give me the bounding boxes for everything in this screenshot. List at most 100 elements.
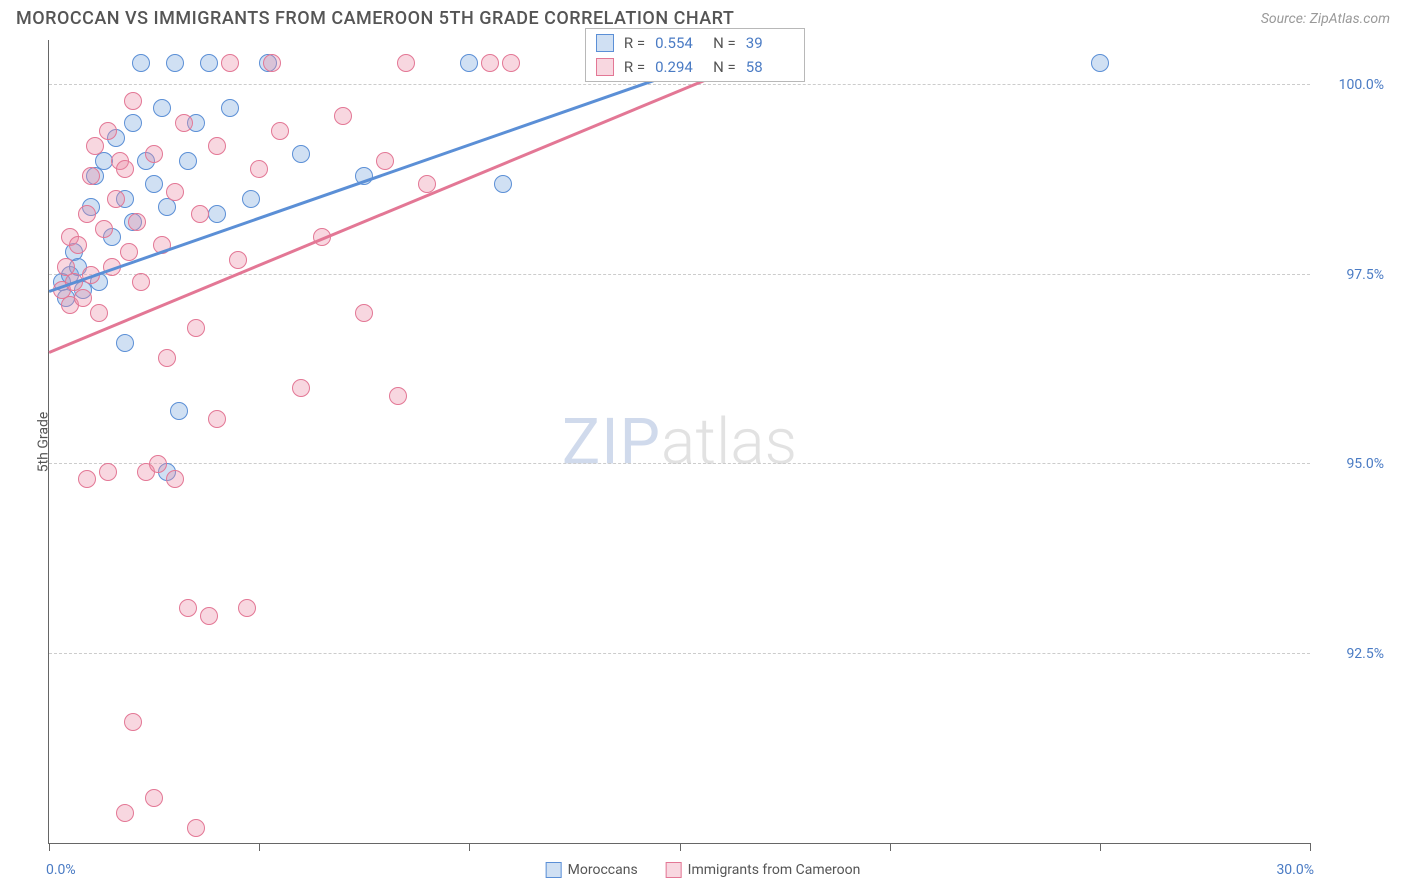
- y-tick-label: 92.5%: [1346, 646, 1384, 662]
- scatter-point-cameroon: [145, 789, 163, 807]
- scatter-point-cameroon: [175, 114, 193, 132]
- scatter-point-cameroon: [86, 137, 104, 155]
- scatter-point-cameroon: [128, 213, 146, 231]
- x-tick: [890, 843, 891, 851]
- stats-n-label: N =: [713, 34, 736, 52]
- x-axis-min-label: 0.0%: [46, 862, 76, 878]
- scatter-point-cameroon: [355, 304, 373, 322]
- stats-r-value: 0.554: [655, 34, 703, 52]
- scatter-point-cameroon: [187, 319, 205, 337]
- watermark: ZIPatlas: [562, 404, 797, 479]
- scatter-point-cameroon: [99, 463, 117, 481]
- scatter-point-cameroon: [263, 54, 281, 72]
- stats-n-label: N =: [713, 58, 736, 76]
- scatter-point-cameroon: [158, 349, 176, 367]
- scatter-point-cameroon: [145, 145, 163, 163]
- scatter-point-moroccans: [1091, 54, 1109, 72]
- plot-area: 5th Grade ZIPatlas 92.5%95.0%97.5%100.0%…: [48, 40, 1310, 844]
- chart-source: Source: ZipAtlas.com: [1261, 11, 1390, 27]
- scatter-point-cameroon: [78, 470, 96, 488]
- scatter-point-moroccans: [153, 99, 171, 117]
- scatter-point-cameroon: [90, 304, 108, 322]
- scatter-point-moroccans: [170, 402, 188, 420]
- scatter-point-cameroon: [179, 599, 197, 617]
- scatter-point-moroccans: [221, 99, 239, 117]
- source-prefix: Source:: [1261, 11, 1310, 27]
- scatter-point-cameroon: [116, 160, 134, 178]
- source-name: ZipAtlas.com: [1310, 11, 1390, 27]
- scatter-point-moroccans: [124, 114, 142, 132]
- stats-r-label: R =: [624, 58, 645, 76]
- watermark-atlas: atlas: [661, 404, 797, 479]
- y-tick-label: 95.0%: [1346, 456, 1384, 472]
- legend-label-moroccans: Moroccans: [568, 862, 638, 878]
- x-tick: [49, 843, 50, 851]
- scatter-point-moroccans: [200, 54, 218, 72]
- scatter-point-cameroon: [271, 122, 289, 140]
- legend-item-cameroon: Immigrants from Cameroon: [666, 862, 861, 878]
- scatter-point-cameroon: [334, 107, 352, 125]
- scatter-point-cameroon: [120, 243, 138, 261]
- scatter-point-cameroon: [376, 152, 394, 170]
- scatter-point-cameroon: [481, 54, 499, 72]
- scatter-point-moroccans: [116, 334, 134, 352]
- scatter-point-cameroon: [238, 599, 256, 617]
- scatter-point-cameroon: [200, 607, 218, 625]
- scatter-point-cameroon: [166, 183, 184, 201]
- scatter-point-cameroon: [124, 92, 142, 110]
- scatter-point-cameroon: [74, 289, 92, 307]
- scatter-point-cameroon: [389, 387, 407, 405]
- gridline: [49, 84, 1310, 85]
- footer-legend: Moroccans Immigrants from Cameroon: [546, 862, 861, 878]
- scatter-point-cameroon: [78, 205, 96, 223]
- scatter-point-cameroon: [69, 236, 87, 254]
- scatter-point-cameroon: [166, 470, 184, 488]
- scatter-point-cameroon: [99, 122, 117, 140]
- scatter-point-cameroon: [124, 713, 142, 731]
- y-tick-label: 100.0%: [1339, 77, 1384, 93]
- x-tick: [1100, 843, 1101, 851]
- stats-n-value: 39: [746, 34, 794, 52]
- stats-swatch-moroccans: [596, 34, 614, 52]
- x-tick: [259, 843, 260, 851]
- scatter-point-cameroon: [229, 251, 247, 269]
- scatter-point-cameroon: [95, 220, 113, 238]
- x-axis-max-label: 30.0%: [1276, 862, 1314, 878]
- watermark-zip: ZIP: [562, 404, 661, 479]
- stats-r-label: R =: [624, 34, 645, 52]
- scatter-point-moroccans: [179, 152, 197, 170]
- scatter-point-cameroon: [208, 137, 226, 155]
- scatter-point-cameroon: [292, 379, 310, 397]
- scatter-point-moroccans: [494, 175, 512, 193]
- scatter-point-cameroon: [191, 205, 209, 223]
- legend-item-moroccans: Moroccans: [546, 862, 638, 878]
- scatter-point-moroccans: [208, 205, 226, 223]
- stats-n-value: 58: [746, 58, 794, 76]
- scatter-point-cameroon: [187, 819, 205, 837]
- y-tick-label: 97.5%: [1346, 267, 1384, 283]
- stats-row-moroccans: R = 0.554 N = 39: [586, 31, 804, 55]
- x-tick: [469, 843, 470, 851]
- stats-r-value: 0.294: [655, 58, 703, 76]
- chart-title: MOROCCAN VS IMMIGRANTS FROM CAMEROON 5TH…: [16, 8, 734, 29]
- scatter-point-cameroon: [107, 190, 125, 208]
- gridline: [49, 653, 1310, 654]
- stats-row-cameroon: R = 0.294 N = 58: [586, 55, 804, 79]
- stats-swatch-cameroon: [596, 58, 614, 76]
- scatter-point-cameroon: [82, 167, 100, 185]
- gridline: [49, 463, 1310, 464]
- scatter-point-cameroon: [149, 455, 167, 473]
- legend-swatch-moroccans: [546, 862, 562, 878]
- chart-container: MOROCCAN VS IMMIGRANTS FROM CAMEROON 5TH…: [0, 0, 1406, 892]
- scatter-point-moroccans: [166, 54, 184, 72]
- scatter-point-moroccans: [242, 190, 260, 208]
- scatter-point-moroccans: [292, 145, 310, 163]
- scatter-point-cameroon: [397, 54, 415, 72]
- scatter-point-moroccans: [132, 54, 150, 72]
- scatter-point-cameroon: [208, 410, 226, 428]
- legend-swatch-cameroon: [666, 862, 682, 878]
- x-tick: [680, 843, 681, 851]
- scatter-point-moroccans: [460, 54, 478, 72]
- scatter-point-cameroon: [502, 54, 520, 72]
- scatter-point-cameroon: [250, 160, 268, 178]
